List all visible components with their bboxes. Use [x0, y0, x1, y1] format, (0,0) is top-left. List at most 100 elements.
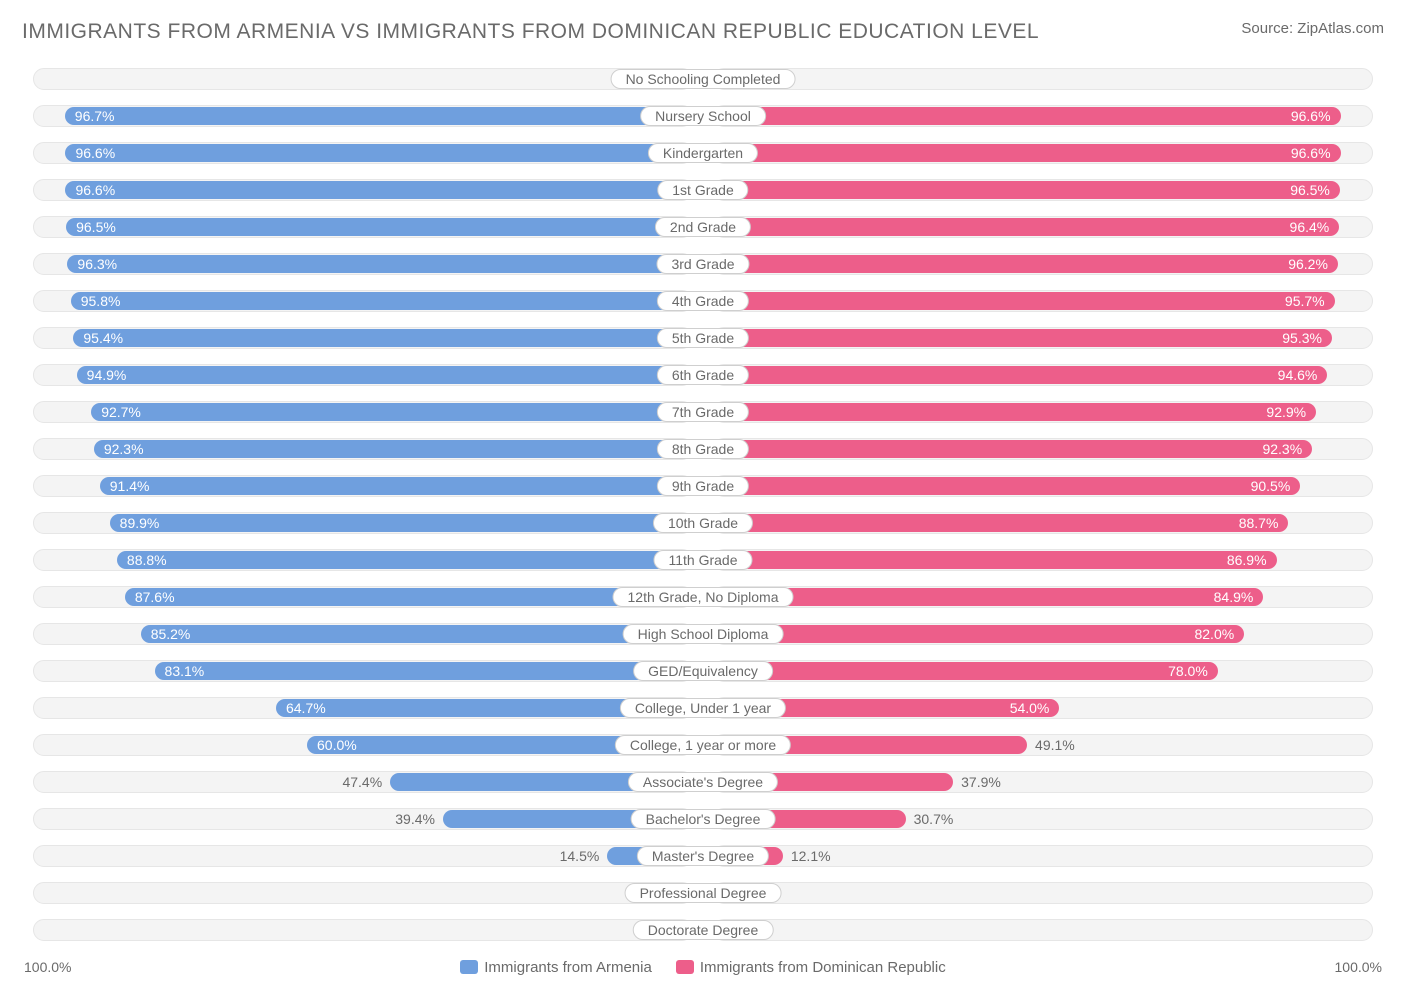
chart-row: 96.7%96.6%Nursery School: [33, 99, 1373, 132]
category-pill: Professional Degree: [625, 883, 782, 903]
category-pill: 7th Grade: [657, 402, 749, 422]
chart-row: 3.3%3.4%No Schooling Completed: [33, 62, 1373, 95]
category-pill: 9th Grade: [657, 476, 749, 496]
bar-left: 88.8%: [117, 551, 703, 569]
track-right: [713, 919, 1373, 941]
chart-row: 87.6% 84.9% 12th Grade, No Diploma: [33, 580, 1373, 613]
bar-value-right: 90.5%: [1241, 478, 1301, 494]
bar-value-right: 54.0%: [1000, 700, 1060, 716]
track-left: [33, 919, 693, 941]
category-pill: Associate's Degree: [628, 772, 778, 792]
bar-value-left: 95.8%: [71, 293, 131, 309]
chart-row: 96.6%96.6%Kindergarten: [33, 136, 1373, 169]
bar-value-left: 92.7%: [91, 404, 151, 420]
bar-right: 92.9%: [703, 403, 1316, 421]
bar-left: 96.3%: [67, 255, 703, 273]
bar-right: 96.6%: [703, 144, 1341, 162]
bar-value-right: 84.9%: [1204, 589, 1264, 605]
bar-left: 85.2%: [141, 625, 703, 643]
category-pill: High School Diploma: [623, 624, 784, 644]
bar-left: 95.8%: [71, 292, 703, 310]
bar-value-right: 92.9%: [1256, 404, 1316, 420]
bar-value-right: 95.3%: [1272, 330, 1332, 346]
chart-row: 96.5% 96.4% 2nd Grade: [33, 210, 1373, 243]
bar-right: 96.2%: [703, 255, 1338, 273]
bar-right: 90.5%: [703, 477, 1300, 495]
bar-value-left: 96.7%: [65, 108, 125, 124]
bar-value-right: 96.4%: [1280, 219, 1340, 235]
chart-row: 89.9% 88.7% 10th Grade: [33, 506, 1373, 539]
category-pill: 11th Grade: [653, 550, 752, 570]
bar-left: 96.5%: [66, 218, 703, 236]
bar-left: 92.3%: [94, 440, 703, 458]
chart-row: 4.5%3.4%Professional Degree: [33, 876, 1373, 909]
category-pill: 10th Grade: [653, 513, 753, 533]
bar-left: 95.4%: [73, 329, 703, 347]
bar-value-right: 82.0%: [1184, 626, 1244, 642]
bar-right: 96.6%: [703, 107, 1341, 125]
axis-max-right: 100.0%: [1335, 959, 1382, 975]
bar-value-left: 96.5%: [66, 219, 126, 235]
bar-value-right: 94.6%: [1268, 367, 1328, 383]
bar-value-left: 14.5%: [560, 848, 600, 864]
bar-value-right: 30.7%: [914, 811, 954, 827]
bar-value-left: 87.6%: [125, 589, 185, 605]
bar-right: 92.3%: [703, 440, 1312, 458]
category-pill: Doctorate Degree: [633, 920, 774, 940]
category-pill: Bachelor's Degree: [631, 809, 776, 829]
track-right: [713, 68, 1373, 90]
chart-row: 85.2% 82.0% High School Diploma: [33, 617, 1373, 650]
bar-value-right: 86.9%: [1217, 552, 1277, 568]
source-prefix: Source:: [1241, 20, 1297, 37]
bar-right: 95.3%: [703, 329, 1332, 347]
category-pill: 3rd Grade: [656, 254, 749, 274]
bar-value-left: 47.4%: [342, 774, 382, 790]
bar-left: 89.9%: [110, 514, 703, 532]
bar-value-left: 95.4%: [73, 330, 133, 346]
chart-footer: 100.0% Immigrants from ArmeniaImmigrants…: [18, 952, 1388, 982]
chart-row: 60.0%49.1%College, 1 year or more: [33, 728, 1373, 761]
bar-value-left: 88.8%: [117, 552, 177, 568]
bar-value-left: 85.2%: [141, 626, 201, 642]
chart-row: 95.4%95.3%5th Grade: [33, 321, 1373, 354]
bar-right: 96.4%: [703, 218, 1339, 236]
bar-right: 78.0%: [703, 662, 1218, 680]
bar-value-right: 49.1%: [1035, 737, 1075, 753]
category-pill: 1st Grade: [657, 180, 748, 200]
bar-value-left: 60.0%: [307, 737, 367, 753]
legend-swatch: [460, 960, 478, 974]
source-name: ZipAtlas.com: [1297, 20, 1384, 37]
bar-value-right: 88.7%: [1229, 515, 1289, 531]
bar-right: 95.7%: [703, 292, 1335, 310]
bar-value-right: 96.2%: [1278, 256, 1338, 272]
bar-right: 88.7%: [703, 514, 1288, 532]
chart-row: 14.5%12.1%Master's Degree: [33, 839, 1373, 872]
bar-left: 94.9%: [77, 366, 703, 384]
bar-value-left: 96.3%: [67, 256, 127, 272]
category-pill: No Schooling Completed: [611, 69, 796, 89]
bar-left: 96.7%: [65, 107, 703, 125]
bar-value-left: 91.4%: [100, 478, 160, 494]
axis-max-left: 100.0%: [24, 959, 71, 975]
bar-right: 82.0%: [703, 625, 1244, 643]
category-pill: 12th Grade, No Diploma: [613, 587, 794, 607]
category-pill: 6th Grade: [657, 365, 749, 385]
bar-value-right: 78.0%: [1158, 663, 1218, 679]
bar-value-left: 96.6%: [65, 145, 125, 161]
legend-label: Immigrants from Dominican Republic: [700, 959, 946, 976]
bar-value-right: 92.3%: [1252, 441, 1312, 457]
chart-row: 88.8% 86.9% 11th Grade: [33, 543, 1373, 576]
bar-left: 91.4%: [100, 477, 703, 495]
chart-row: 92.7% 92.9% 7th Grade: [33, 395, 1373, 428]
bar-value-left: 64.7%: [276, 700, 336, 716]
category-pill: 2nd Grade: [655, 217, 751, 237]
bar-value-right: 95.7%: [1275, 293, 1335, 309]
bar-value-left: 89.9%: [110, 515, 170, 531]
chart-row: 64.7%54.0%College, Under 1 year: [33, 691, 1373, 724]
bar-value-left: 83.1%: [155, 663, 215, 679]
bar-value-left: 94.9%: [77, 367, 137, 383]
bar-left: 83.1%: [155, 662, 703, 680]
chart-row: 96.6%96.5%1st Grade: [33, 173, 1373, 206]
source-attribution: Source: ZipAtlas.com: [1241, 20, 1384, 37]
chart-row: 95.8%95.7%4th Grade: [33, 284, 1373, 317]
